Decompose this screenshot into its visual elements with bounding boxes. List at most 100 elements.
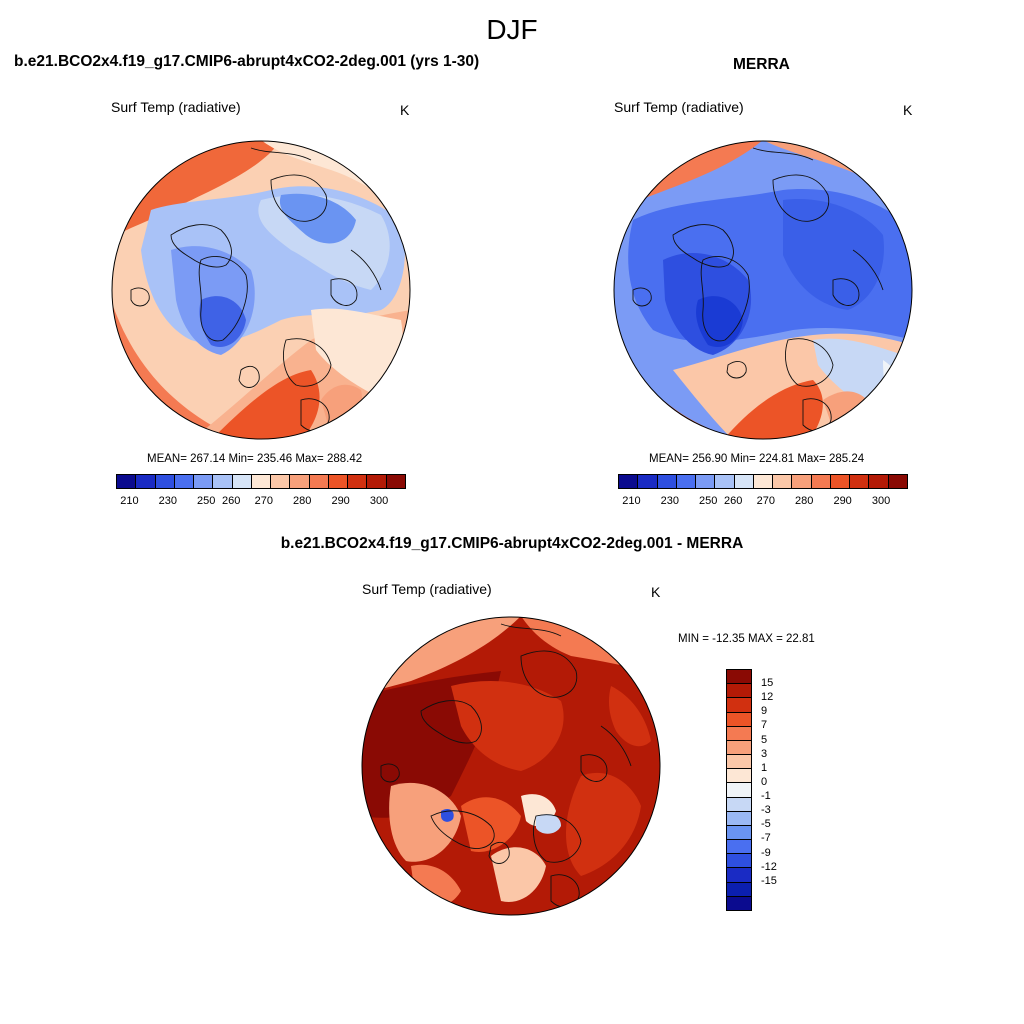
colorbar-tick-label: 250 xyxy=(699,495,718,507)
colorbar-tick-label: 280 xyxy=(293,495,312,507)
colorbar-swatch xyxy=(727,825,751,841)
obs-colorbar xyxy=(618,474,908,489)
colorbar-swatch xyxy=(727,811,751,826)
colorbar-tick-label: 15 xyxy=(761,677,774,690)
colorbar-swatch xyxy=(727,854,751,869)
colorbar-swatch xyxy=(850,475,870,488)
colorbar-swatch xyxy=(727,726,751,741)
colorbar-tick-label: -9 xyxy=(761,846,771,859)
diff-variable-label: Surf Temp (radiative) xyxy=(362,581,492,597)
obs-units-label: K xyxy=(903,102,913,118)
colorbar-swatch xyxy=(136,475,156,488)
colorbar-swatch xyxy=(727,868,751,883)
colorbar-swatch xyxy=(888,475,907,488)
colorbar-swatch xyxy=(830,475,851,488)
colorbar-swatch xyxy=(869,475,889,488)
colorbar-tick-label: 290 xyxy=(331,495,350,507)
colorbar-swatch xyxy=(619,475,639,488)
colorbar-swatch xyxy=(811,475,831,488)
colorbar-tick-label: -12 xyxy=(761,860,777,873)
colorbar-swatch xyxy=(367,475,387,488)
colorbar-tick-label: 12 xyxy=(761,691,774,704)
colorbar-tick-label: 3 xyxy=(761,747,768,760)
colorbar-swatch xyxy=(727,712,751,727)
colorbar-swatch xyxy=(727,698,751,713)
model-units-label: K xyxy=(400,102,410,118)
colorbar-swatch xyxy=(727,797,751,812)
colorbar-swatch xyxy=(734,475,754,488)
model-case-title: b.e21.BCO2x4.f19_g17.CMIP6-abrupt4xCO2-2… xyxy=(14,53,480,70)
diff-stats: MIN = -12.35 MAX = 22.81 xyxy=(678,633,815,645)
model-colorbar-ticks: 210 230 250 260 270 280 290 300 xyxy=(116,495,404,509)
obs-stats: MEAN= 256.90 Min= 224.81 Max= 285.24 xyxy=(649,453,865,465)
colorbar-swatch xyxy=(348,475,368,488)
colorbar-tick-label: 270 xyxy=(756,495,776,507)
diff-colorbar-ticks: 15 12 9 7 5 3 1 0 -1 -3 -5 -7 -9 -12 -15 xyxy=(761,669,801,909)
colorbar-tick-label: 280 xyxy=(795,495,814,507)
colorbar-tick-label: -7 xyxy=(761,832,771,845)
colorbar-swatch xyxy=(696,475,716,488)
colorbar-swatch xyxy=(232,475,252,488)
colorbar-tick-label: 210 xyxy=(622,495,641,507)
obs-case-title: MERRA xyxy=(733,56,790,73)
colorbar-tick-label: 0 xyxy=(761,775,768,788)
colorbar-swatch xyxy=(727,670,751,685)
colorbar-swatch xyxy=(676,475,697,488)
diff-polar-map xyxy=(361,616,661,916)
colorbar-tick-label: 9 xyxy=(761,705,768,718)
colorbar-swatch xyxy=(117,475,137,488)
colorbar-tick-label: 260 xyxy=(724,495,743,507)
colorbar-swatch xyxy=(727,769,751,784)
season-title: DJF xyxy=(486,14,538,45)
colorbar-swatch xyxy=(251,475,272,488)
colorbar-tick-label: 5 xyxy=(761,733,768,746)
colorbar-swatch xyxy=(792,475,812,488)
colorbar-tick-label: 210 xyxy=(120,495,139,507)
colorbar-swatch xyxy=(290,475,310,488)
colorbar-tick-label: 250 xyxy=(197,495,216,507)
colorbar-swatch xyxy=(386,475,405,488)
colorbar-swatch xyxy=(727,896,751,910)
colorbar-tick-label: -1 xyxy=(761,790,771,803)
colorbar-swatch xyxy=(328,475,349,488)
model-variable-label: Surf Temp (radiative) xyxy=(111,99,241,115)
obs-variable-label: Surf Temp (radiative) xyxy=(614,99,744,115)
colorbar-swatch xyxy=(773,475,793,488)
colorbar-swatch xyxy=(194,475,214,488)
colorbar-swatch xyxy=(727,755,751,770)
colorbar-swatch xyxy=(174,475,195,488)
colorbar-tick-label: -3 xyxy=(761,804,771,817)
colorbar-swatch xyxy=(155,475,175,488)
diff-colorbar xyxy=(726,669,752,911)
colorbar-swatch xyxy=(657,475,677,488)
model-stats: MEAN= 267.14 Min= 235.46 Max= 288.42 xyxy=(147,453,363,465)
colorbar-tick-label: 290 xyxy=(833,495,852,507)
model-polar-map xyxy=(111,140,411,440)
colorbar-tick-label: 300 xyxy=(369,495,389,507)
colorbar-tick-label: 1 xyxy=(761,761,768,774)
colorbar-swatch xyxy=(727,684,751,699)
colorbar-tick-label: 270 xyxy=(254,495,274,507)
colorbar-swatch xyxy=(715,475,735,488)
colorbar-swatch xyxy=(753,475,774,488)
colorbar-tick-label: 230 xyxy=(660,495,680,507)
obs-polar-map xyxy=(613,140,913,440)
model-colorbar xyxy=(116,474,406,489)
colorbar-swatch xyxy=(727,783,751,798)
colorbar-swatch xyxy=(727,740,751,756)
obs-colorbar-ticks: 210 230 250 260 270 280 290 300 xyxy=(618,495,906,509)
colorbar-tick-label: -5 xyxy=(761,818,771,831)
colorbar-tick-label: 7 xyxy=(761,719,768,732)
diff-case-title: b.e21.BCO2x4.f19_g17.CMIP6-abrupt4xCO2-2… xyxy=(280,535,744,552)
colorbar-swatch xyxy=(213,475,233,488)
colorbar-swatch xyxy=(309,475,329,488)
colorbar-swatch xyxy=(271,475,291,488)
colorbar-swatch xyxy=(727,882,751,897)
diff-units-label: K xyxy=(651,584,661,600)
colorbar-swatch xyxy=(727,840,751,855)
colorbar-tick-label: 300 xyxy=(871,495,891,507)
colorbar-tick-label: 230 xyxy=(158,495,178,507)
colorbar-swatch xyxy=(638,475,658,488)
colorbar-tick-label: 260 xyxy=(222,495,241,507)
colorbar-tick-label: -15 xyxy=(761,874,777,887)
